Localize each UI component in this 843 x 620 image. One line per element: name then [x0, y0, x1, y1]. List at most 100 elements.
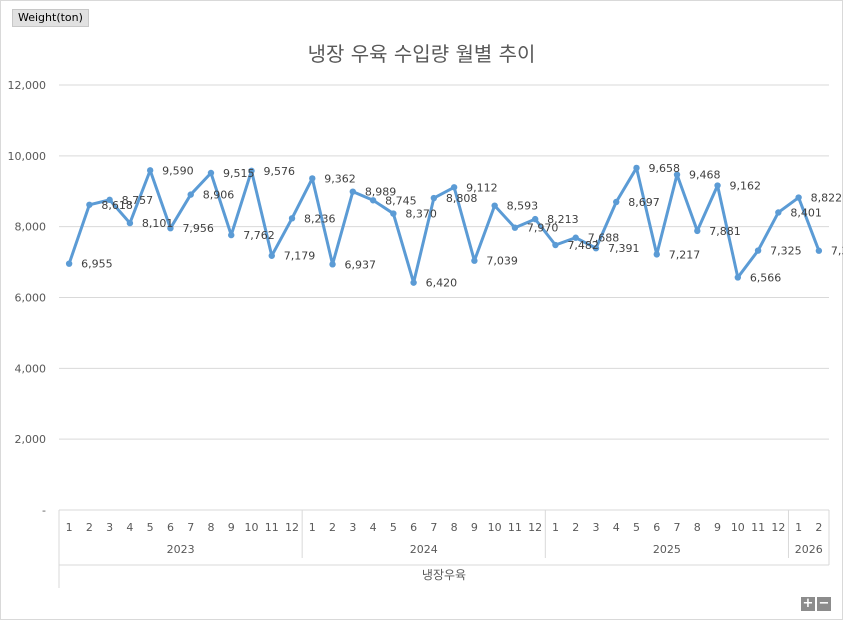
x-tick-label-year: 2024 [410, 543, 438, 556]
data-point [106, 196, 113, 204]
zoom-in-button[interactable]: + [801, 596, 815, 611]
x-tick-label-month: 6 [167, 521, 174, 534]
data-point [167, 225, 174, 232]
data-point [248, 167, 255, 175]
data-label: 9,515 [223, 167, 255, 180]
data-point [754, 247, 762, 254]
data-point [268, 252, 275, 259]
x-tick-label-year: 2026 [795, 543, 823, 556]
data-label: 7,325 [770, 245, 802, 258]
y-tick-label: 12,000 [8, 79, 47, 92]
data-label: 9,576 [264, 165, 296, 178]
x-tick-label-month: 3 [592, 521, 599, 534]
data-label: 8,745 [385, 194, 417, 207]
x-tick-label-month: 9 [471, 521, 478, 534]
x-tick-label-month: 3 [106, 521, 113, 534]
data-label: 6,955 [81, 258, 113, 271]
x-tick-label-month: 7 [187, 521, 194, 534]
x-tick-label-month: 7 [430, 521, 437, 534]
data-point [491, 202, 498, 209]
x-tick-label-month: 4 [613, 521, 620, 534]
x-tick-label-month: 11 [751, 521, 765, 534]
data-label: 8,906 [203, 189, 235, 202]
data-label: 8,757 [122, 194, 154, 207]
data-point [572, 234, 579, 241]
x-axis: 1 2 3 4 5 6 7 8 9 10 11 12 1 2 3 4 5 6 7 8 9 10 11 12 1 2 3 4 5 6 7 8 9 1… [58, 509, 830, 588]
data-label: 8,989 [365, 186, 397, 199]
x-tick-label-month: 10 [488, 521, 502, 534]
x-tick-label-month: 5 [147, 521, 154, 534]
y-tick-label: 6,000 [15, 292, 47, 305]
x-tick-label-month: 7 [674, 521, 681, 534]
data-label: 7,391 [608, 242, 640, 255]
x-tick-label-month: 8 [694, 521, 701, 534]
data-point [309, 175, 316, 182]
data-point [329, 261, 336, 268]
data-label: 8,101 [142, 217, 174, 230]
data-point [86, 201, 93, 208]
data-point [187, 191, 194, 198]
data-label: 6,420 [426, 277, 458, 290]
x-tick-label-month: 8 [207, 521, 214, 534]
data-label: 8,808 [446, 192, 478, 205]
data-point [207, 169, 215, 177]
data-point [228, 231, 235, 239]
data-label: 8,593 [507, 200, 539, 213]
data-point [288, 215, 296, 222]
x-tick-label-month: 3 [349, 521, 356, 534]
data-point [511, 224, 519, 231]
series-line-path [67, 166, 821, 285]
y-tick-label: 10,000 [8, 150, 47, 163]
gridlines [59, 84, 829, 440]
data-label: 8,401 [790, 206, 822, 219]
zoom-controls: + − [801, 597, 831, 611]
data-label: 9,362 [324, 172, 356, 185]
x-tick-label-month: 5 [390, 521, 397, 534]
x-category-group-label: 냉장우육 [422, 568, 466, 582]
data-point [146, 167, 154, 174]
data-point [369, 197, 377, 204]
y-tick-label: 4,000 [15, 362, 47, 375]
data-label: 8,822 [811, 192, 843, 205]
x-tick-label-month: 2 [815, 521, 822, 534]
data-point [775, 209, 782, 216]
x-tick-label-month: 10 [731, 521, 745, 534]
data-label: 7,956 [182, 222, 214, 235]
x-tick-label-month: 12 [771, 521, 785, 534]
x-tick-label-month: 1 [795, 521, 802, 534]
y-tick-label: 2,000 [15, 433, 47, 446]
data-label: 7,688 [588, 232, 620, 245]
data-point [390, 210, 397, 217]
data-label: 7,762 [243, 229, 275, 242]
x-tick-label-month: 2 [572, 521, 579, 534]
data-label: 8,697 [628, 196, 660, 209]
data-point [633, 164, 640, 172]
data-label: 9,658 [649, 162, 681, 175]
data-point [653, 251, 660, 258]
data-label: 8,370 [405, 208, 437, 221]
data-label: 7,482 [567, 239, 599, 252]
series-line [67, 166, 821, 285]
data-label: 9,468 [689, 169, 721, 182]
data-label: 8,618 [101, 199, 133, 212]
data-points [65, 164, 823, 286]
data-label: 6,566 [750, 271, 782, 284]
data-point [694, 227, 701, 235]
zoom-out-button[interactable]: − [817, 596, 831, 611]
data-point [815, 247, 823, 254]
data-label: 8,213 [547, 213, 579, 226]
x-tick-label-month: 10 [245, 521, 259, 534]
x-tick-label-month: 1 [66, 521, 73, 534]
data-label: 6,937 [345, 258, 377, 271]
data-point [450, 184, 458, 191]
x-tick-label-month: 12 [528, 521, 542, 534]
data-point [471, 257, 478, 264]
data-label: 7,881 [709, 225, 741, 238]
data-point [795, 194, 802, 201]
y-tick-label: - [42, 504, 46, 517]
unit-badge[interactable]: Weight(ton) [12, 9, 89, 27]
data-label: 7,179 [284, 250, 316, 263]
x-tick-label-month: 1 [552, 521, 559, 534]
data-label: 7,217 [669, 248, 701, 261]
x-tick-label-month: 1 [309, 521, 316, 534]
